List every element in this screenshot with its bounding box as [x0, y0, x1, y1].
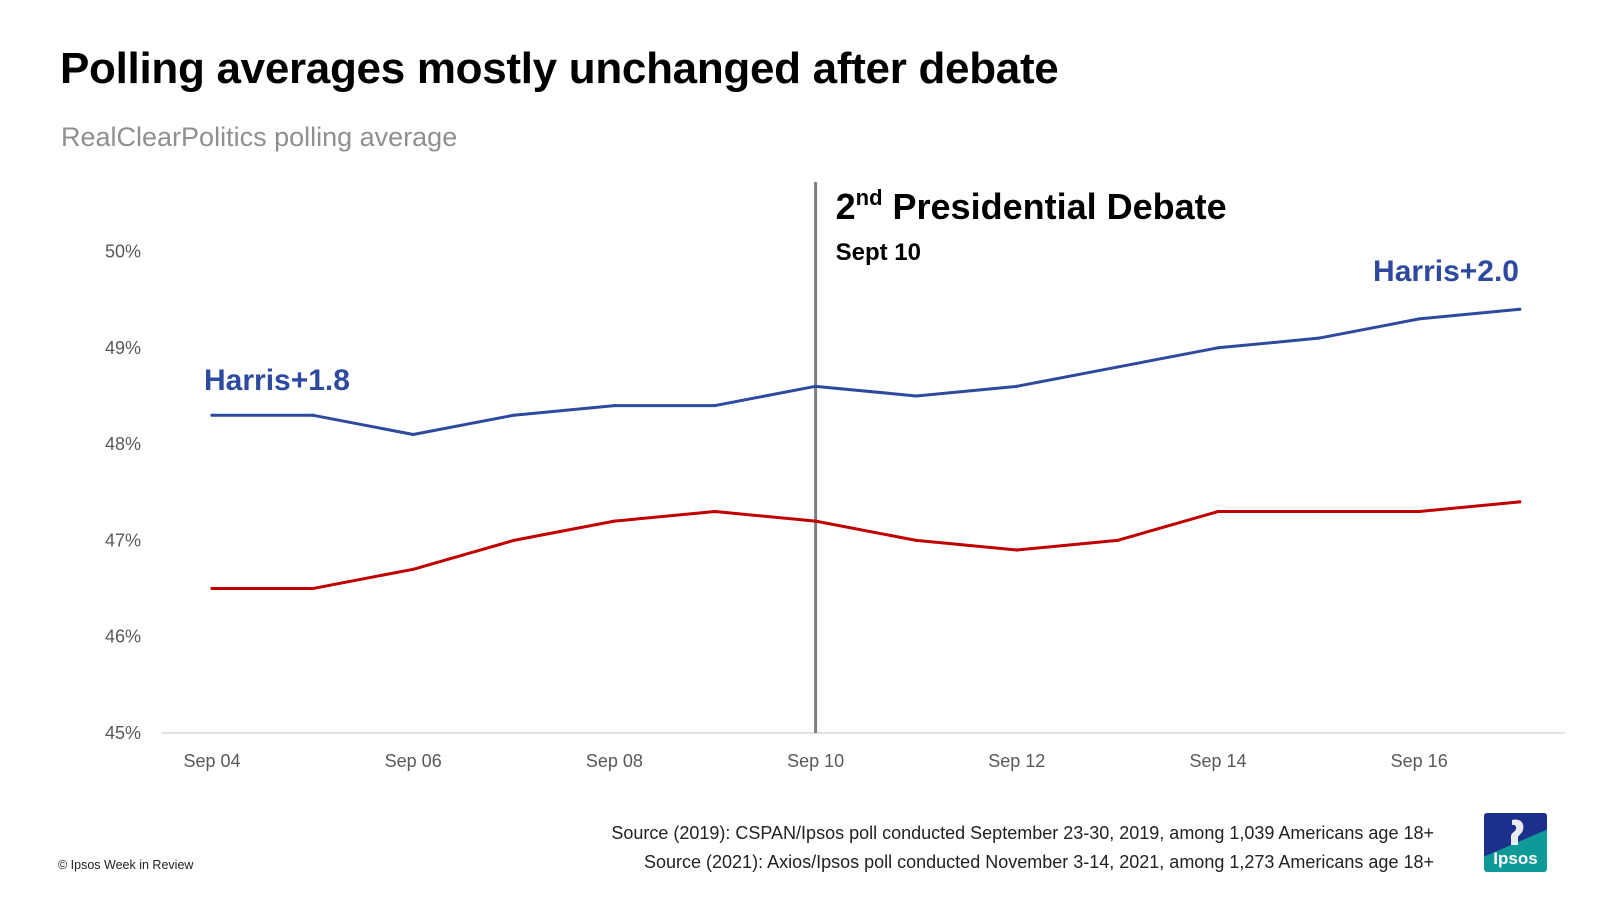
- data-point: [1115, 538, 1119, 543]
- data-point: [1417, 509, 1421, 514]
- data-point: [713, 509, 717, 514]
- data-point: [1015, 384, 1019, 388]
- data-point: [311, 413, 315, 417]
- chart-subtitle: RealClearPolitics polling average: [61, 122, 458, 152]
- x-tick-label: Sep 04: [183, 751, 240, 771]
- line-chart: 45% 46% 47% 48% 49% 50% Sep 04 Sep 06 Sep 08 Sep …: [105, 182, 1565, 771]
- logo-text: Ipsos: [1493, 849, 1538, 868]
- y-tick-label: 47%: [105, 530, 141, 550]
- data-point: [411, 432, 415, 437]
- data-point: [512, 413, 516, 417]
- x-tick-label: Sep 08: [586, 751, 643, 771]
- ipsos-logo: Ipsos: [1484, 813, 1547, 872]
- data-point: [1317, 509, 1321, 514]
- source-2019: Source (2019): CSPAN/Ipsos poll conducte…: [611, 823, 1434, 843]
- debate-annotation-title: 2nd Presidential Debate: [836, 185, 1227, 227]
- data-point: [1216, 346, 1220, 350]
- data-point: [210, 413, 214, 417]
- data-point: [512, 538, 516, 543]
- data-point: [311, 586, 315, 591]
- start-margin-label: Harris+1.8: [204, 364, 350, 397]
- debate-annotation-date: Sept 10: [836, 239, 921, 266]
- data-point: [1216, 509, 1220, 514]
- chart-title: Polling averages mostly unchanged after …: [60, 44, 1059, 93]
- data-point: [814, 519, 818, 523]
- data-point: [713, 403, 717, 408]
- series-line-1: [212, 500, 1520, 591]
- y-tick-label: 49%: [105, 338, 141, 358]
- data-point: [1417, 317, 1421, 321]
- y-tick-label: 46%: [105, 627, 141, 647]
- series-line-0: [212, 307, 1520, 436]
- x-tick-label: Sep 16: [1391, 751, 1448, 771]
- data-point: [1317, 336, 1321, 340]
- x-tick-label: Sep 06: [385, 751, 442, 771]
- x-tick-label: Sep 10: [787, 751, 844, 771]
- data-point: [914, 394, 918, 398]
- data-point: [1015, 548, 1019, 552]
- data-point: [914, 538, 918, 543]
- data-point: [612, 519, 617, 523]
- data-point: [814, 384, 818, 388]
- end-margin-label: Harris+2.0: [1373, 255, 1519, 288]
- data-point: [1518, 307, 1522, 311]
- logo-figure-icon: [1511, 819, 1524, 845]
- data-point: [1518, 500, 1522, 504]
- y-tick-label: 45%: [105, 723, 141, 743]
- data-point: [612, 403, 617, 408]
- source-2021: Source (2021): Axios/Ipsos poll conducte…: [644, 852, 1434, 872]
- data-point: [1115, 365, 1119, 369]
- x-tick-label: Sep 12: [988, 751, 1045, 771]
- data-point: [210, 586, 214, 591]
- copyright-notice: © Ipsos Week in Review: [58, 858, 194, 872]
- y-tick-label: 50%: [105, 242, 141, 262]
- x-tick-label: Sep 14: [1189, 751, 1246, 771]
- y-tick-label: 48%: [105, 434, 141, 454]
- data-point: [411, 567, 415, 571]
